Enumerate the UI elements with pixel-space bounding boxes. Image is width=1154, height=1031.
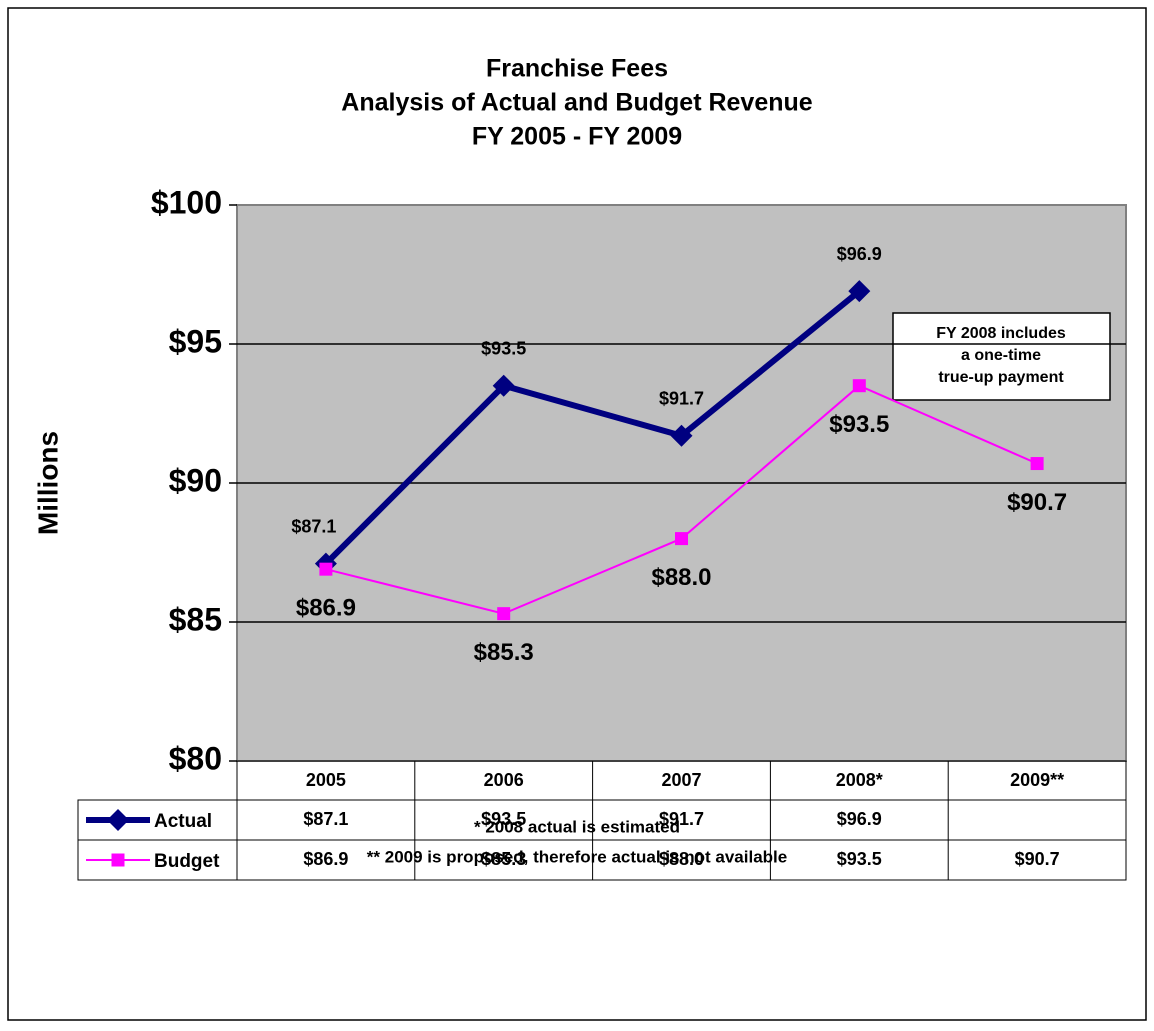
chart-title: FY 2005 - FY 2009 [472,123,682,151]
legend-label: Actual [154,811,212,832]
table-cell: $86.9 [303,849,348,869]
table-cell: $85.3 [481,849,526,869]
marker [852,379,866,393]
marker [319,562,333,576]
data-label: $96.9 [837,244,882,264]
marker [675,532,688,546]
table-cell: $91.7 [659,809,704,829]
data-label: $91.7 [659,388,704,408]
annotation-text: true-up payment [938,369,1064,386]
table-cell: $93.5 [481,809,526,829]
y-tick-label: $80 [169,740,222,776]
data-label: $93.5 [481,338,526,358]
data-label: $90.7 [1007,489,1067,516]
annotation-box [892,312,1111,401]
table-cell: $88.0 [659,849,704,869]
data-label: $86.9 [296,595,356,622]
x-tick-label: 2006 [484,770,524,790]
table-cell: $90.7 [1015,849,1060,869]
series-line [323,288,862,566]
y-tick-label: $90 [169,462,222,498]
legend-label: Budget [154,851,220,872]
x-tick-label: 2005 [306,770,346,790]
marker [848,280,871,303]
y-tick-label: $100 [151,184,222,220]
table-cell: $93.5 [837,849,882,869]
marker [492,374,515,397]
chart-title: Franchise Fees [486,55,668,83]
y-tick-label: $85 [169,601,222,637]
footnote: ** 2009 is proposed, therefore actual is… [367,847,787,866]
marker [670,424,693,447]
data-label: $93.5 [829,411,889,438]
data-label: $88.0 [651,564,711,591]
annotation-text: FY 2008 includes [936,325,1066,342]
x-tick-label: 2007 [661,770,701,790]
legend-marker [111,853,125,867]
chart-title: Analysis of Actual and Budget Revenue [341,89,812,117]
marker [1030,457,1044,471]
annotation-text: a one-time [961,347,1041,364]
footnote: * 2008 actual is estimated [474,817,680,836]
marker [497,607,511,621]
x-tick-label: 2008* [836,770,883,790]
x-tick-label: 2009** [1010,770,1064,790]
table-cell: $87.1 [303,809,348,829]
y-axis-label: Millions [32,431,63,535]
y-tick-label: $95 [169,323,222,359]
data-label: $87.1 [291,516,336,536]
legend-marker [107,809,129,831]
table-cell: $96.9 [837,809,882,829]
data-label: $85.3 [474,639,534,666]
